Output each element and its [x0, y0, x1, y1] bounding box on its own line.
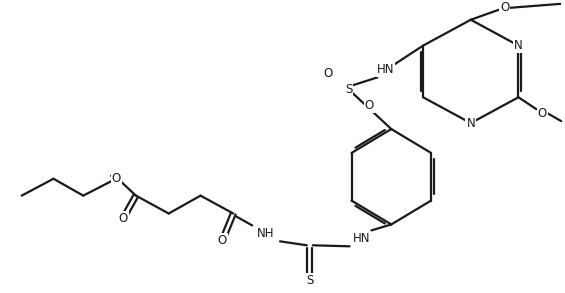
- Text: O: O: [323, 67, 332, 80]
- Text: O: O: [500, 1, 509, 14]
- Text: O: O: [111, 172, 121, 185]
- Text: O: O: [218, 234, 227, 247]
- Text: NH: NH: [257, 227, 275, 240]
- Text: S: S: [345, 83, 352, 96]
- Text: O: O: [538, 107, 547, 120]
- Text: S: S: [306, 274, 314, 287]
- Text: N: N: [467, 117, 475, 130]
- Text: HN: HN: [353, 232, 370, 245]
- Text: HN: HN: [377, 63, 394, 76]
- Text: O: O: [119, 212, 128, 225]
- Text: N: N: [514, 39, 523, 52]
- Text: O: O: [365, 99, 374, 112]
